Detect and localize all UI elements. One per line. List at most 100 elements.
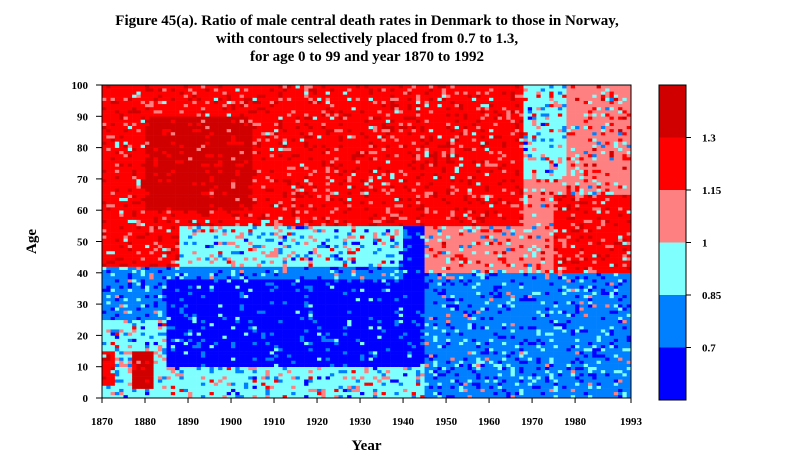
heatmap-cell (145, 291, 150, 296)
heatmap-cell (157, 347, 163, 352)
heatmap-cell (265, 322, 271, 327)
heatmap-cell (282, 88, 288, 92)
heatmap-cell (222, 332, 228, 336)
heatmap-cell (196, 235, 202, 239)
heatmap-cell (114, 357, 120, 361)
heatmap-cell (295, 153, 301, 158)
heatmap-cell (175, 172, 180, 177)
heatmap-cell (308, 288, 314, 292)
heatmap-cell (132, 363, 137, 367)
heatmap-cell (286, 194, 292, 198)
heatmap-cell (123, 360, 129, 364)
heatmap-cell (149, 128, 154, 133)
heatmap-cell (136, 294, 142, 299)
heatmap-cell (278, 182, 283, 186)
heatmap-cell (157, 285, 163, 289)
heatmap-cell (175, 156, 180, 161)
heatmap-cell (157, 272, 163, 277)
heatmap-cell (106, 279, 111, 283)
heatmap-cell (278, 222, 283, 227)
heatmap-cell (209, 172, 215, 177)
heatmap-cell (153, 200, 159, 205)
heatmap-cell (274, 150, 279, 155)
heatmap-cell (179, 172, 185, 177)
heatmap-cell (149, 369, 154, 374)
heatmap-cell (222, 169, 228, 173)
heatmap-cell (149, 141, 154, 145)
heatmap-cell (308, 316, 314, 321)
heatmap-cell (102, 322, 107, 327)
heatmap-cell (123, 382, 129, 386)
heatmap-cell (188, 160, 193, 164)
heatmap-cell (162, 166, 167, 170)
heatmap-cell (132, 382, 137, 386)
heatmap-cell (170, 357, 176, 361)
heatmap-cell (304, 382, 309, 386)
heatmap-cell (222, 307, 228, 311)
heatmap-cell (196, 188, 202, 192)
heatmap-cell (110, 379, 116, 383)
heatmap-cell (235, 363, 240, 367)
heatmap-cell (252, 307, 258, 311)
heatmap-cell (183, 160, 189, 164)
heatmap-cell (231, 338, 236, 342)
heatmap-cell (308, 85, 314, 89)
heatmap-cell (205, 250, 210, 255)
heatmap-cell (256, 250, 262, 255)
heatmap-cell (209, 150, 215, 155)
heatmap-cell (114, 369, 120, 374)
heatmap-cell (243, 128, 249, 133)
heatmap-cell (114, 319, 120, 324)
heatmap-cell (209, 138, 215, 142)
heatmap-cell (222, 203, 228, 208)
heatmap-cell (256, 272, 262, 277)
heatmap-cell (213, 225, 219, 230)
heatmap-cell (269, 191, 275, 195)
heatmap-cell (278, 91, 283, 95)
heatmap-cell (114, 263, 120, 267)
heatmap-cell (123, 135, 129, 139)
heatmap-cell (153, 247, 159, 252)
heatmap-cell (243, 185, 249, 189)
heatmap-cell (308, 103, 314, 108)
heatmap-cell (295, 329, 301, 333)
heatmap-cell (256, 119, 262, 123)
heatmap-cell (274, 310, 279, 314)
heatmap-cell (218, 372, 223, 377)
heatmap-cell (110, 257, 116, 261)
heatmap-cell (243, 254, 249, 258)
heatmap-cell (256, 135, 262, 139)
heatmap-cell (261, 88, 266, 92)
heatmap-cell (282, 347, 288, 352)
heatmap-cell (149, 288, 154, 292)
heatmap-cell (286, 203, 292, 208)
heatmap-cell (274, 207, 279, 211)
heatmap-cell (145, 294, 150, 299)
heatmap-cell (183, 313, 189, 317)
heatmap-cell (261, 338, 266, 342)
heatmap-cell (200, 379, 206, 383)
heatmap-cell (175, 351, 180, 355)
heatmap-cell (226, 175, 232, 180)
heatmap-cell (127, 369, 133, 374)
heatmap-cell (282, 344, 288, 349)
heatmap-cell (175, 329, 180, 333)
heatmap-cell (157, 138, 163, 142)
heatmap-cell (205, 394, 210, 399)
heatmap-cell (196, 363, 202, 367)
heatmap-cell (252, 178, 258, 183)
heatmap-cell (256, 322, 262, 327)
heatmap-cell (231, 156, 236, 161)
heatmap-cell (235, 163, 240, 167)
heatmap-cell (218, 247, 223, 252)
heatmap-cell (291, 326, 296, 330)
heatmap-cell (248, 100, 253, 105)
heatmap-cell (291, 294, 296, 299)
heatmap-cell (153, 185, 159, 189)
heatmap-cell (226, 379, 232, 383)
heatmap-cell (209, 113, 215, 117)
heatmap-cell (286, 163, 292, 167)
heatmap-cell (274, 347, 279, 352)
heatmap-cell (256, 91, 262, 95)
heatmap-cell (183, 347, 189, 352)
